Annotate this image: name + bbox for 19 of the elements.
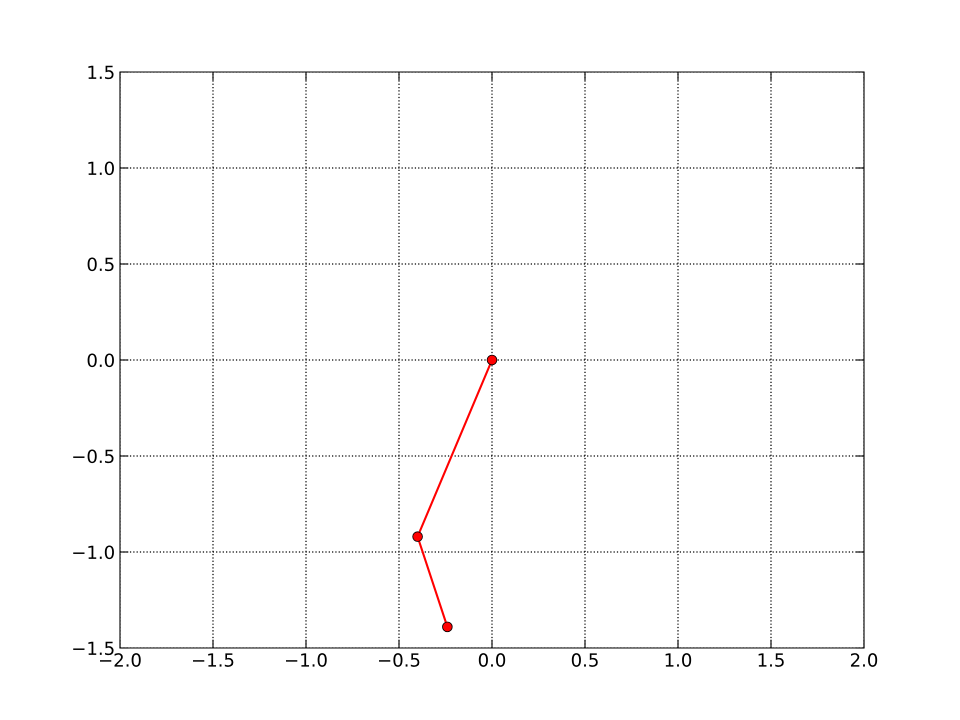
- point: [412, 531, 423, 542]
- x-tick-label: 0.5: [572, 653, 598, 667]
- y-tick-label: 1.0: [88, 161, 114, 176]
- point: [442, 622, 453, 632]
- x-tick-label: −1.5: [192, 653, 234, 667]
- x-tick-label: 0.0: [478, 653, 506, 667]
- x-tick-label: 1.5: [758, 653, 784, 667]
- y-tick-label: −0.5: [73, 449, 114, 464]
- x-tick-label: 1.0: [666, 653, 692, 667]
- x-tick-label: 2.0: [850, 653, 878, 667]
- x-tick-label: −1.0: [286, 653, 327, 667]
- point: [486, 354, 498, 366]
- y-tick-label: −1.0: [73, 545, 114, 560]
- y-tick-label: 1.5: [88, 66, 114, 80]
- y-tick-label: 0.5: [88, 257, 114, 272]
- y-tick-label: 0.0: [88, 353, 114, 368]
- y-tick-label: −1.5: [73, 642, 114, 656]
- x-tick-label: −2.0: [100, 653, 141, 667]
- x-tick-label: −0.5: [378, 653, 420, 667]
